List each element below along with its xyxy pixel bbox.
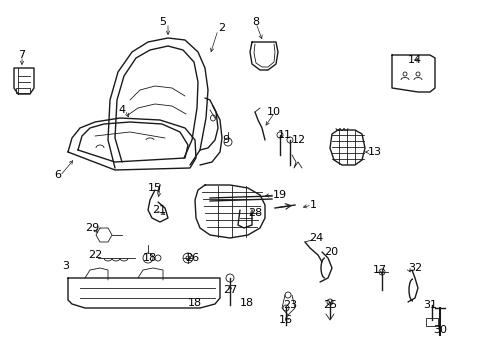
Text: 1: 1 bbox=[309, 200, 316, 210]
Text: 26: 26 bbox=[184, 253, 199, 263]
Text: 29: 29 bbox=[85, 223, 99, 233]
Text: 5: 5 bbox=[159, 17, 166, 27]
Text: 3: 3 bbox=[62, 261, 69, 271]
Text: 21: 21 bbox=[152, 205, 166, 215]
Text: 7: 7 bbox=[19, 50, 25, 60]
Text: 2: 2 bbox=[218, 23, 224, 33]
Text: 9: 9 bbox=[222, 135, 229, 145]
Text: 4: 4 bbox=[118, 105, 125, 115]
Text: 11: 11 bbox=[278, 130, 291, 140]
Text: 16: 16 bbox=[279, 315, 292, 325]
Text: 27: 27 bbox=[223, 285, 237, 295]
Text: 18: 18 bbox=[187, 298, 202, 308]
Text: 20: 20 bbox=[324, 247, 337, 257]
Text: 23: 23 bbox=[283, 300, 296, 310]
Text: 18: 18 bbox=[142, 253, 157, 263]
Text: 17: 17 bbox=[372, 265, 386, 275]
Bar bbox=[16, 88, 30, 93]
Text: 30: 30 bbox=[432, 325, 446, 335]
Text: 18: 18 bbox=[240, 298, 254, 308]
Bar bbox=[425, 318, 437, 326]
Text: 8: 8 bbox=[252, 17, 259, 27]
Text: 19: 19 bbox=[272, 190, 286, 200]
Text: 10: 10 bbox=[266, 107, 281, 117]
Text: 14: 14 bbox=[407, 55, 421, 65]
Text: 32: 32 bbox=[407, 263, 421, 273]
Text: 28: 28 bbox=[247, 208, 262, 218]
Text: 25: 25 bbox=[322, 300, 336, 310]
Text: 24: 24 bbox=[308, 233, 323, 243]
Text: 15: 15 bbox=[148, 183, 162, 193]
Text: 31: 31 bbox=[422, 300, 436, 310]
Text: 12: 12 bbox=[291, 135, 305, 145]
Text: 22: 22 bbox=[88, 250, 102, 260]
Text: 13: 13 bbox=[367, 147, 381, 157]
Text: 6: 6 bbox=[54, 170, 61, 180]
